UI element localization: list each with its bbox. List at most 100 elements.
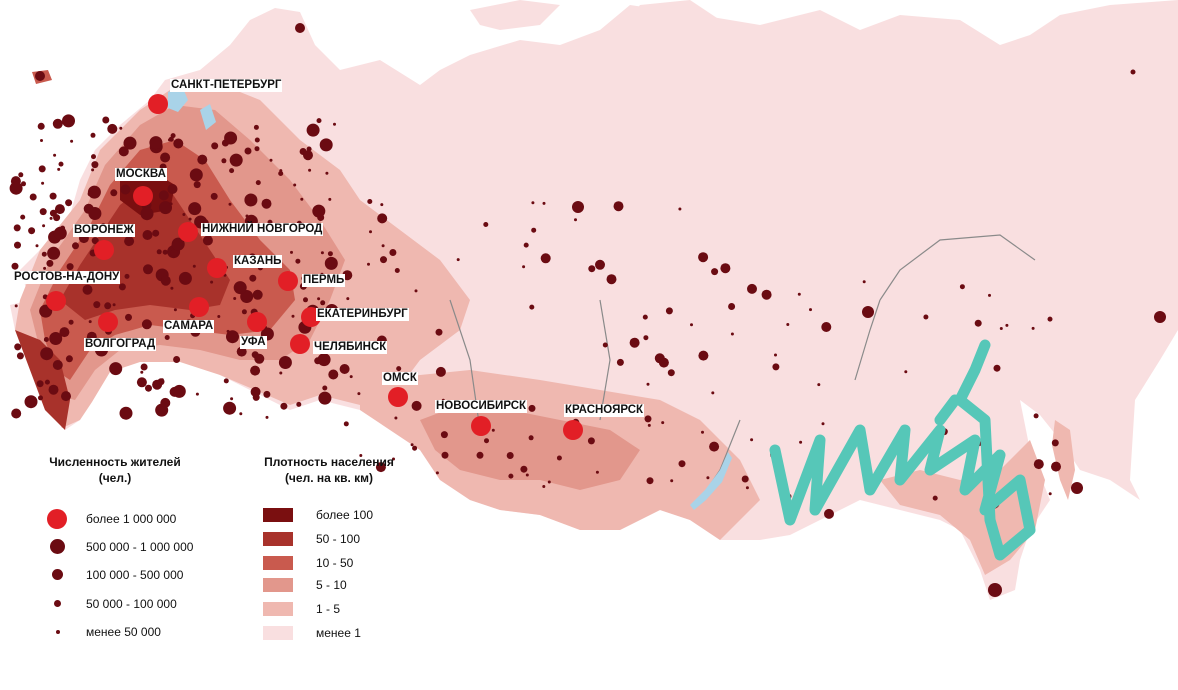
city-marker-small [711,268,719,276]
city-marker-small [170,286,174,290]
city-marker-small [435,328,443,336]
city-marker-million [563,420,583,440]
city-marker-small [491,428,495,432]
city-marker-small [254,353,265,364]
city-marker-small [320,251,324,255]
city-marker-small [160,378,164,382]
city-marker-million [207,258,227,278]
city-marker-small [506,452,514,459]
legend-density-label-1-5: 1 - 5 [316,602,341,616]
city-marker-small [923,314,929,320]
city-marker-small [647,423,651,427]
city-marker-small [182,213,186,216]
city-marker-small [295,258,301,264]
city-marker-million [471,416,491,436]
lake-onega [200,104,216,130]
legend-swatch-10-50 [263,556,293,570]
city-marker-small [160,397,171,408]
city-marker-small [20,214,26,220]
city-marker-small [392,457,395,461]
city-marker-small [29,193,37,201]
city-marker-small [296,401,302,407]
city-marker-small [317,297,321,301]
city-marker-small [529,304,535,310]
city-marker-small [189,168,203,182]
city-marker-small [88,207,102,220]
city-marker-small [396,366,402,372]
city-marker-small [291,314,295,318]
city-marker-small [52,360,63,370]
city-marker-small [91,237,99,245]
city-marker-small [654,353,665,364]
city-label-rostov: РОСТОВ-НА-ДОНУ [13,271,121,284]
city-marker-small [70,139,74,143]
density-zone-caucasus [15,330,70,430]
city-marker-small [54,204,65,215]
city-marker-small [173,138,184,149]
city-marker-small [88,320,92,324]
city-marker-small [325,171,329,175]
city-marker-small [169,202,173,206]
city-marker-small [483,222,489,227]
city-marker-small [528,435,534,441]
city-marker-small [44,379,50,385]
legend-dot-500k [50,539,65,554]
city-marker-small [164,335,170,340]
city-marker-small [143,264,153,275]
city-marker-small [821,322,832,332]
city-marker-small [706,476,710,480]
city-marker-small [244,193,258,207]
city-marker-small [141,319,152,330]
city-marker-million [290,334,310,354]
city-marker-small [48,384,59,395]
city-marker-small [119,406,133,420]
city-marker-small [318,391,332,405]
city-marker-small [223,401,237,415]
city-marker-small [324,256,338,270]
city-marker-small [316,118,322,124]
city-marker-small [772,363,780,371]
city-marker-small [317,353,331,367]
city-marker-small [587,437,595,445]
city-marker-small [140,363,148,371]
city-marker-small [229,168,235,174]
city-marker-small [278,356,292,369]
city-marker-small [1048,492,1052,496]
city-marker-small [68,319,74,325]
city-label-ufa: УФА [240,336,267,349]
city-marker-small [104,302,112,310]
city-marker-small [728,303,736,310]
city-marker-small [520,465,528,473]
city-marker-small [523,242,529,248]
city-label-novosibirsk: НОВОСИБИРСК [435,400,528,413]
city-marker-small [346,297,350,301]
city-marker-small [369,230,372,234]
city-marker-small [1154,311,1166,323]
city-marker-small [223,378,229,384]
city-marker-small [172,384,186,398]
city-marker-small [974,319,982,327]
city-label-voronezh: ВОРОНЕЖ [73,224,135,237]
city-marker-small [193,181,201,189]
legend-population-title: Численность жителей (чел.) [49,455,181,485]
legend-density-label-10-50: 10 - 50 [316,556,354,570]
city-marker-small [18,172,24,178]
city-marker-small [606,274,617,285]
city-marker-million [98,312,118,332]
city-marker-small [809,308,812,312]
city-marker-small [280,402,288,410]
city-marker-small [959,284,965,290]
city-marker-small [701,430,704,434]
city-marker-small [574,218,577,222]
city-marker-million [133,186,153,206]
city-label-nizhny-novgorod: НИЖНИЙ НОВГОРОД [201,223,324,236]
city-marker-small [542,485,546,488]
city-marker-small [91,154,96,160]
city-marker-small [149,136,163,150]
city-marker-million [94,240,114,260]
city-marker-small [159,201,172,215]
city-marker-small [698,252,709,263]
city-marker-small [588,265,596,273]
city-marker-small [670,479,674,483]
